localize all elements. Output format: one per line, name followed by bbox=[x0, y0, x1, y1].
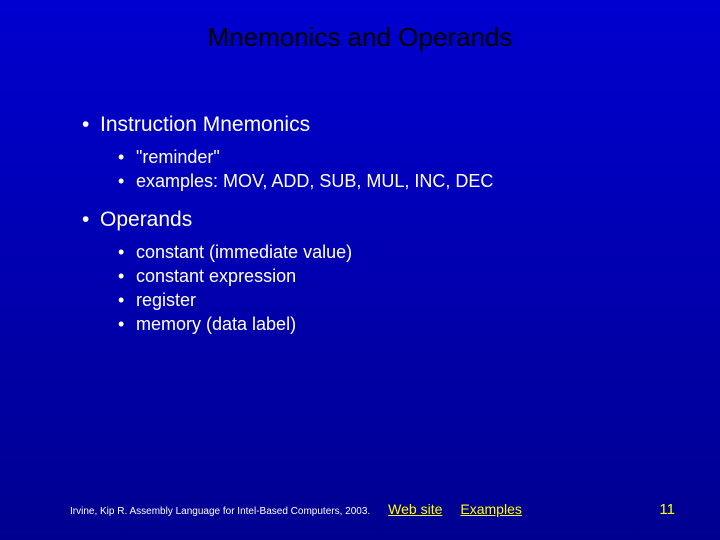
section-heading: • Instruction Mnemonics bbox=[100, 113, 720, 137]
bullet-icon: • bbox=[118, 145, 124, 169]
sub-list: • constant (immediate value) • constant … bbox=[100, 240, 720, 337]
list-item-text: "reminder" bbox=[136, 147, 220, 167]
bullet-icon: • bbox=[118, 312, 124, 336]
examples-link[interactable]: Examples bbox=[460, 501, 521, 517]
bullet-icon: • bbox=[118, 169, 124, 193]
list-item-text: constant (immediate value) bbox=[136, 242, 352, 262]
section-mnemonics: • Instruction Mnemonics • "reminder" • e… bbox=[100, 113, 720, 194]
list-item-text: examples: MOV, ADD, SUB, MUL, INC, DEC bbox=[136, 171, 493, 191]
list-item-text: register bbox=[136, 290, 196, 310]
section-heading: • Operands bbox=[100, 208, 720, 232]
section-operands: • Operands • constant (immediate value) … bbox=[100, 208, 720, 337]
sub-list: • "reminder" • examples: MOV, ADD, SUB, … bbox=[100, 145, 720, 194]
list-item-text: memory (data label) bbox=[136, 314, 296, 334]
bullet-icon: • bbox=[118, 288, 124, 312]
list-item: • examples: MOV, ADD, SUB, MUL, INC, DEC bbox=[136, 169, 720, 193]
bullet-icon: • bbox=[118, 240, 124, 264]
page-number: 11 bbox=[659, 501, 675, 518]
citation-text: Irvine, Kip R. Assembly Language for Int… bbox=[70, 506, 370, 517]
list-item: • constant expression bbox=[136, 264, 720, 288]
slide-content: • Instruction Mnemonics • "reminder" • e… bbox=[0, 53, 720, 337]
section-heading-text: Operands bbox=[100, 208, 192, 231]
bullet-icon: • bbox=[118, 264, 124, 288]
list-item: • constant (immediate value) bbox=[136, 240, 720, 264]
list-item: • "reminder" bbox=[136, 145, 720, 169]
footer-left: Irvine, Kip R. Assembly Language for Int… bbox=[70, 501, 522, 517]
website-link[interactable]: Web site bbox=[388, 501, 442, 517]
slide-footer: Irvine, Kip R. Assembly Language for Int… bbox=[0, 501, 720, 518]
list-item: • memory (data label) bbox=[136, 312, 720, 336]
section-heading-text: Instruction Mnemonics bbox=[100, 113, 310, 136]
bullet-icon: • bbox=[82, 113, 89, 137]
list-item-text: constant expression bbox=[136, 266, 296, 286]
list-item: • register bbox=[136, 288, 720, 312]
slide-title: Mnemonics and Operands bbox=[0, 0, 720, 53]
bullet-icon: • bbox=[82, 208, 89, 232]
